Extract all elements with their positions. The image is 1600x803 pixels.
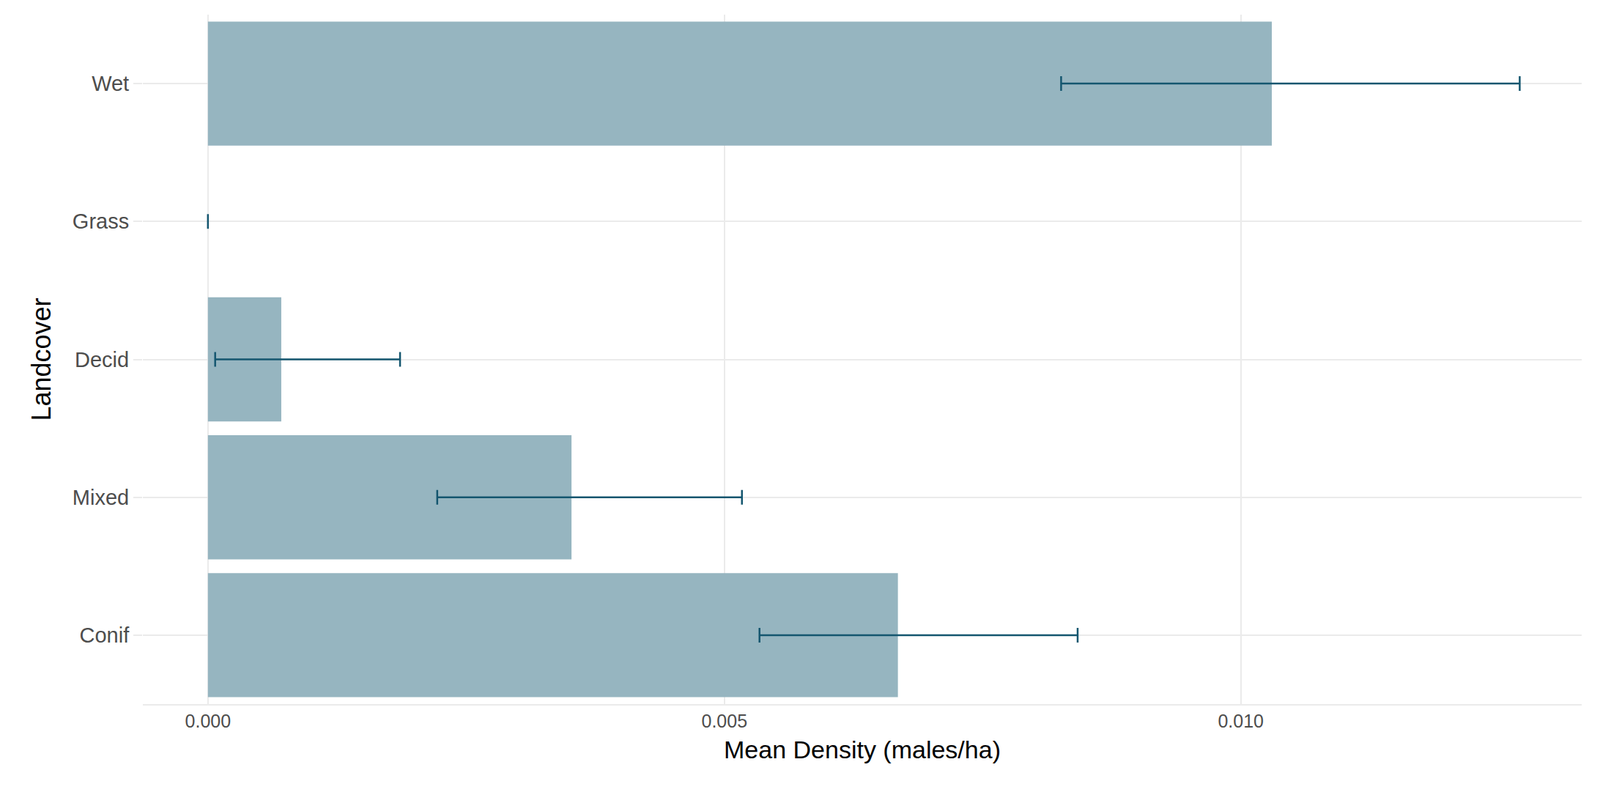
svg-text:Landcover: Landcover (26, 297, 57, 421)
svg-text:Wet: Wet (91, 71, 129, 96)
svg-text:0.005: 0.005 (701, 710, 748, 732)
svg-text:Decid: Decid (74, 347, 129, 372)
svg-text:Mean Density (males/ha): Mean Density (males/ha) (723, 735, 1001, 764)
svg-text:Mixed: Mixed (72, 485, 129, 510)
svg-text:0.010: 0.010 (1217, 710, 1264, 732)
svg-text:0.000: 0.000 (185, 710, 232, 732)
svg-text:Grass: Grass (72, 209, 129, 233)
svg-text:Conif: Conif (79, 623, 130, 647)
